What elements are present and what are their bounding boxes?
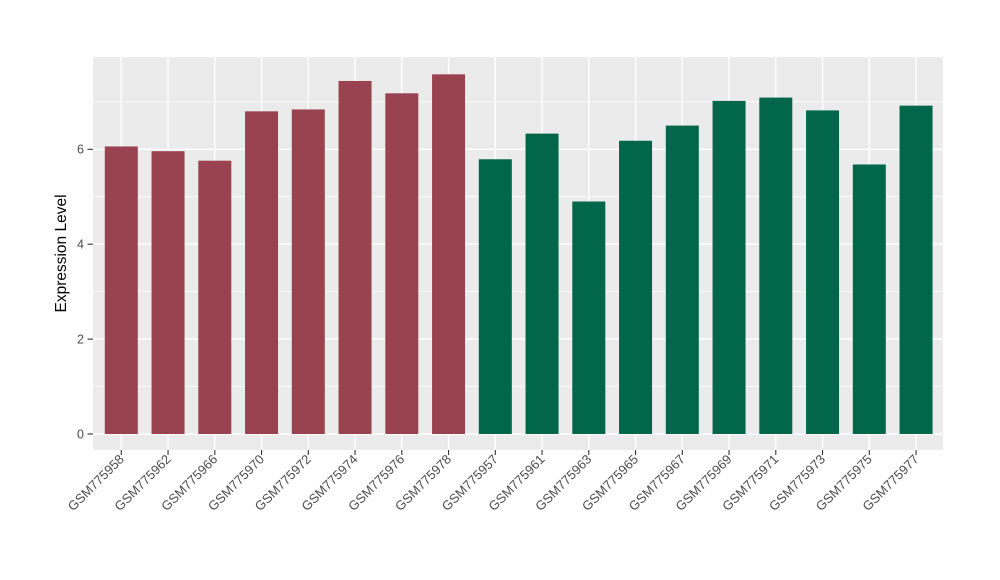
bar-GSM775961 [525,133,559,435]
bar-GSM775966 [198,160,232,435]
y-tick-label: 4 [77,238,84,252]
bars-group [104,74,933,435]
bar-GSM775972 [291,109,325,434]
x-axis-ticks [120,450,917,455]
bar-GSM775967 [665,125,699,434]
plot-panel [93,57,943,450]
bar-GSM775965 [619,140,653,434]
bar-GSM775977 [899,105,933,434]
bar-GSM775970 [245,111,279,434]
bar-GSM775973 [806,110,840,435]
x-axis-tick-labels: GSM775958GSM775962GSM775966GSM775970GSM7… [65,452,922,514]
bar-GSM775978 [432,74,466,434]
bar-GSM775975 [852,164,886,434]
y-tick-label: 6 [77,143,84,157]
y-axis-title: Expression Level [53,194,70,312]
bar-GSM775958 [104,146,138,434]
y-tick-label: 2 [77,332,84,346]
bar-GSM775976 [385,93,419,435]
gridlines-minor [93,101,943,387]
bar-GSM775962 [151,151,185,434]
bar-GSM775969 [712,100,746,434]
y-axis-tick-labels: 0 2 4 6 [77,143,84,442]
bar-GSM775963 [572,201,606,434]
y-axis-ticks [87,148,93,435]
bar-GSM775974 [338,80,372,435]
bar-GSM775971 [759,97,793,434]
bar-GSM775957 [478,159,512,434]
y-tick-label: 0 [77,427,84,441]
